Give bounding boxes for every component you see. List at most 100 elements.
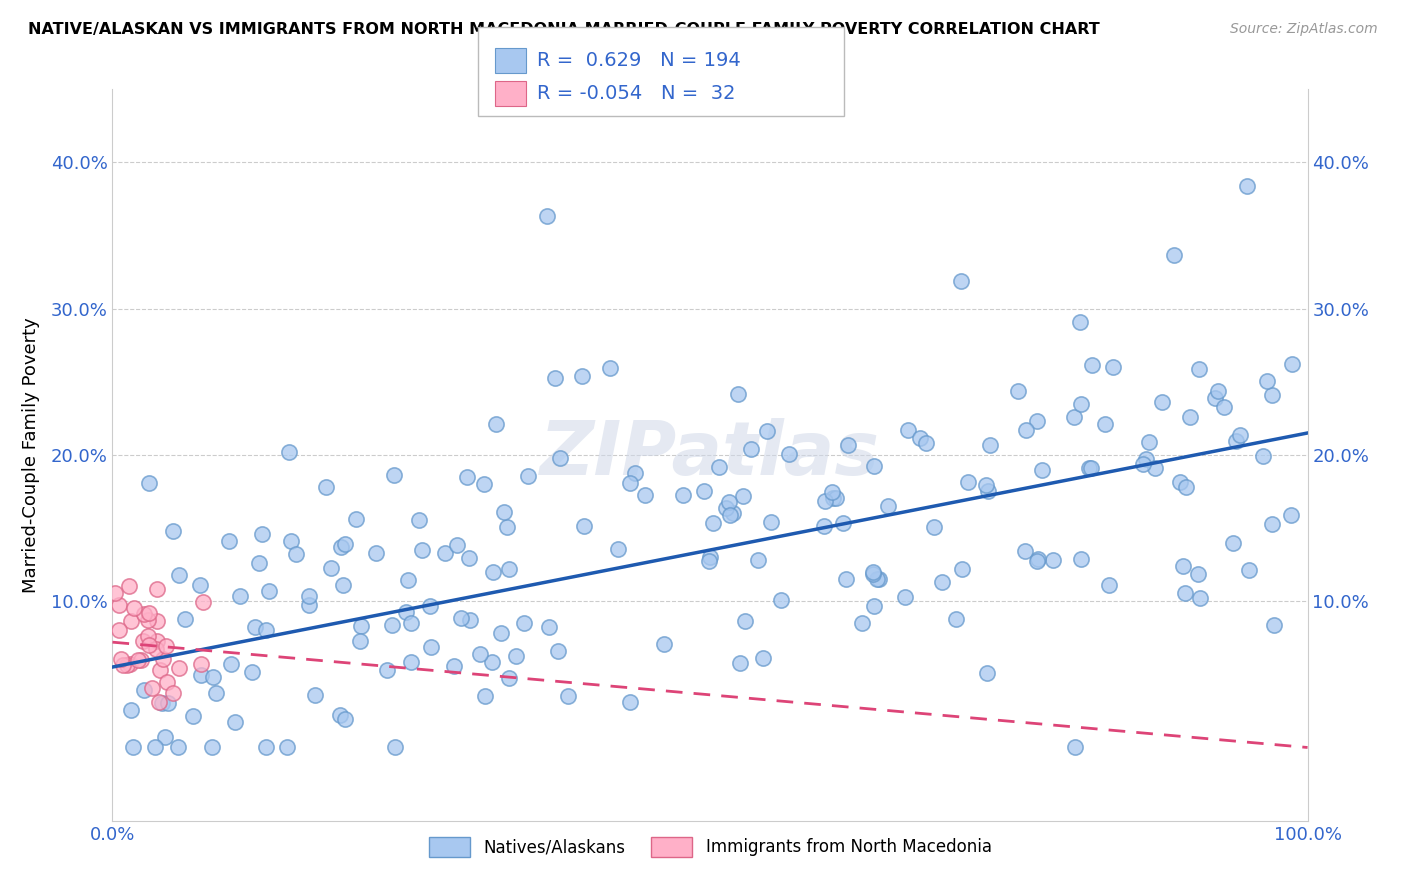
Point xyxy=(607,542,630,557)
Point xyxy=(1204,391,1226,405)
Point xyxy=(243,620,266,634)
Point xyxy=(1007,384,1029,399)
Point xyxy=(120,614,142,628)
Point xyxy=(181,709,204,723)
Point xyxy=(298,598,321,612)
Point xyxy=(1170,475,1192,489)
Point xyxy=(104,586,127,600)
Point xyxy=(513,616,536,631)
Point xyxy=(619,695,641,709)
Point xyxy=(862,567,884,582)
Point xyxy=(692,484,714,499)
Point xyxy=(824,491,846,505)
Point xyxy=(149,663,172,677)
Point xyxy=(1236,179,1258,194)
Point xyxy=(1174,586,1197,600)
Text: R = -0.054   N =  32: R = -0.054 N = 32 xyxy=(537,84,735,103)
Point xyxy=(136,613,159,627)
Text: NATIVE/ALASKAN VS IMMIGRANTS FROM NORTH MACEDONIA MARRIED-COUPLE FAMILY POVERTY : NATIVE/ALASKAN VS IMMIGRANTS FROM NORTH … xyxy=(28,22,1099,37)
Point xyxy=(411,543,433,558)
Point xyxy=(145,634,167,648)
Point xyxy=(728,656,751,670)
Point xyxy=(547,644,569,658)
Point xyxy=(381,617,404,632)
Point xyxy=(851,615,873,630)
Point xyxy=(866,572,889,586)
Point xyxy=(146,582,169,597)
Point xyxy=(498,672,520,686)
Point xyxy=(868,572,890,586)
Point xyxy=(574,518,596,533)
Point xyxy=(332,578,354,592)
Point xyxy=(1261,388,1284,402)
Point xyxy=(458,613,481,627)
Point xyxy=(276,740,298,755)
Point xyxy=(1014,544,1036,558)
Point xyxy=(396,573,419,587)
Point xyxy=(702,516,724,530)
Point xyxy=(498,562,520,576)
Point xyxy=(1070,552,1092,566)
Point xyxy=(224,714,246,729)
Point xyxy=(127,652,149,666)
Point xyxy=(298,589,321,603)
Point xyxy=(950,561,973,575)
Point xyxy=(107,623,129,637)
Point xyxy=(1229,428,1251,442)
Point xyxy=(364,546,387,560)
Point xyxy=(624,466,647,480)
Point xyxy=(747,553,769,567)
Point xyxy=(761,515,783,529)
Point xyxy=(949,274,972,288)
Point xyxy=(204,686,226,700)
Point xyxy=(976,666,998,681)
Point xyxy=(148,695,170,709)
Point xyxy=(419,640,441,655)
Point xyxy=(280,534,302,549)
Point xyxy=(319,560,342,574)
Point xyxy=(129,653,152,667)
Point xyxy=(740,442,762,457)
Point xyxy=(138,475,160,490)
Point xyxy=(1081,358,1104,372)
Point xyxy=(201,740,224,755)
Point xyxy=(474,689,496,703)
Point xyxy=(718,508,741,523)
Point xyxy=(897,423,920,437)
Point xyxy=(434,546,457,560)
Point xyxy=(145,642,167,657)
Point xyxy=(945,612,967,626)
Point xyxy=(1026,414,1049,428)
Point xyxy=(571,369,593,384)
Point xyxy=(304,688,326,702)
Point xyxy=(1187,567,1209,582)
Point xyxy=(349,634,371,648)
Point xyxy=(1263,618,1285,632)
Point xyxy=(599,360,621,375)
Point xyxy=(1188,361,1211,376)
Point xyxy=(931,575,953,590)
Point xyxy=(517,468,540,483)
Point xyxy=(120,702,142,716)
Point xyxy=(229,589,252,603)
Point xyxy=(188,578,211,592)
Legend: Natives/Alaskans, Immigrants from North Macedonia: Natives/Alaskans, Immigrants from North … xyxy=(422,830,998,863)
Point xyxy=(458,551,481,566)
Point xyxy=(1026,552,1049,566)
Point xyxy=(1101,359,1123,374)
Point xyxy=(1063,409,1085,424)
Point xyxy=(120,657,142,671)
Point xyxy=(751,651,773,665)
Point xyxy=(482,565,505,579)
Point xyxy=(863,599,886,613)
Point xyxy=(922,520,945,534)
Point xyxy=(117,579,139,593)
Point xyxy=(1281,357,1303,371)
Point xyxy=(330,541,353,555)
Point xyxy=(537,619,560,633)
Point xyxy=(1098,578,1121,592)
Point xyxy=(134,607,156,621)
Y-axis label: Married-Couple Family Poverty: Married-Couple Family Poverty xyxy=(21,317,39,593)
Point xyxy=(1208,384,1230,398)
Point xyxy=(141,681,163,695)
